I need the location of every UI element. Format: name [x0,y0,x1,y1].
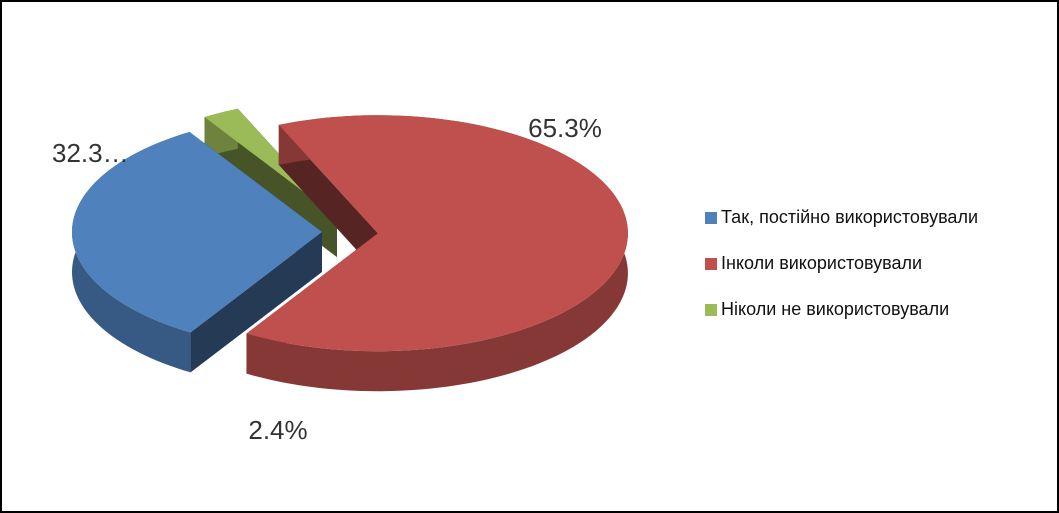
slice-top [246,115,628,352]
data-label: 32.3… [52,138,129,168]
legend-label: Ніколи не використовували [721,299,949,319]
slice [246,115,628,392]
slice-side [246,115,628,392]
slice [72,131,323,373]
slice-cut-face [190,232,323,373]
legend-label: Інколи використовували [721,253,922,273]
data-label: 65.3% [528,113,602,143]
data-label: 2.4% [248,415,307,445]
slice-top [72,131,323,333]
legend-label: Так, постійно використовували [721,207,978,227]
legend-swatch [705,258,717,270]
legend-swatch [705,304,717,316]
slice-cut-face [278,124,378,274]
legend-swatch [705,212,717,224]
